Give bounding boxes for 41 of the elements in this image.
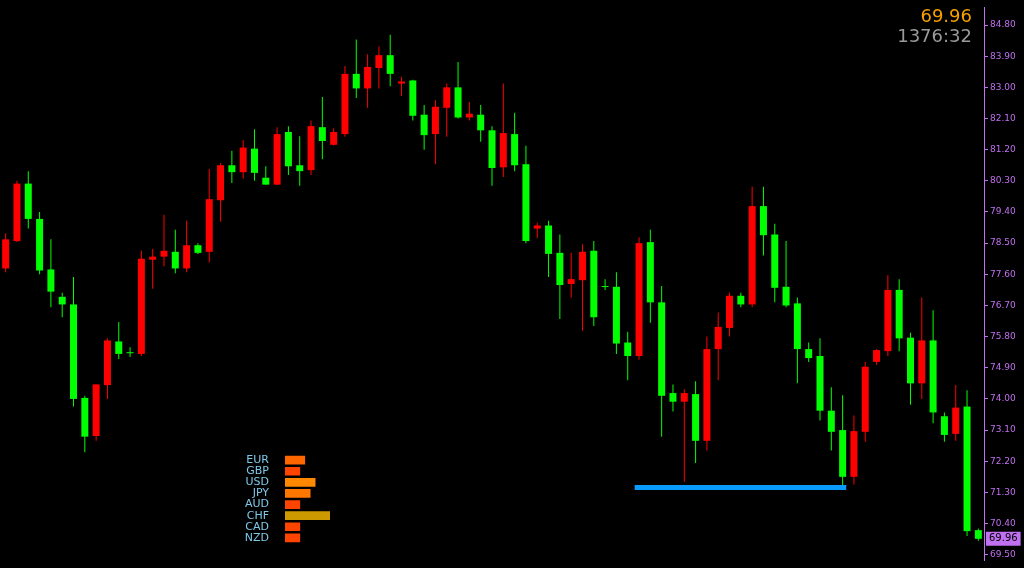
annotation: 1376:32	[897, 25, 972, 46]
bar	[285, 500, 301, 509]
y-tick-label: 78.50	[990, 237, 1017, 248]
y-tick-label: 72.20	[990, 455, 1017, 466]
bar	[285, 489, 311, 498]
y-tick-label: 82.10	[990, 112, 1017, 123]
y-tick-label: 73.10	[990, 424, 1017, 435]
y-tick-label: JPY	[251, 486, 270, 500]
y-tick-label: 80.30	[990, 175, 1017, 186]
y-tick-label: AUD	[244, 497, 269, 511]
y-tick-label: NZD	[244, 530, 269, 544]
y-tick-label: 77.60	[990, 268, 1017, 279]
bar	[285, 522, 301, 532]
y-tick-label: CAD	[245, 519, 269, 533]
y-tick-label: 71.30	[990, 486, 1017, 497]
y-tick-label: GBP	[246, 464, 270, 478]
candlestick	[149, 249, 157, 289]
y-tick-label: USD	[245, 475, 269, 489]
bar	[285, 478, 316, 487]
annotation: 69.96	[989, 532, 1018, 544]
y-tick-label: 81.20	[990, 144, 1017, 155]
y-tick-label: EUR	[246, 453, 270, 467]
y-tick-label: 69.50	[990, 549, 1017, 560]
y-tick-label: 74.90	[990, 362, 1017, 373]
candlestick	[680, 389, 688, 482]
bar	[285, 533, 301, 543]
candlestick	[126, 347, 134, 358]
y-tick-label: 74.00	[990, 393, 1017, 404]
annotation: 69.96	[919, 5, 972, 26]
y-tick-label: 83.90	[990, 50, 1017, 61]
y-tick-label: 84.80	[990, 19, 1017, 30]
bar	[285, 455, 306, 465]
y-tick-label: 83.00	[990, 81, 1017, 92]
y-tick-label: CHF	[246, 508, 269, 522]
y-tick-label: 79.40	[990, 206, 1017, 217]
y-tick-label: 75.80	[990, 330, 1017, 341]
bar	[285, 511, 330, 520]
y-tick-label: 76.70	[990, 299, 1017, 310]
bar	[285, 466, 301, 476]
candlestick	[601, 279, 609, 290]
y-tick-label: 70.40	[990, 517, 1017, 528]
